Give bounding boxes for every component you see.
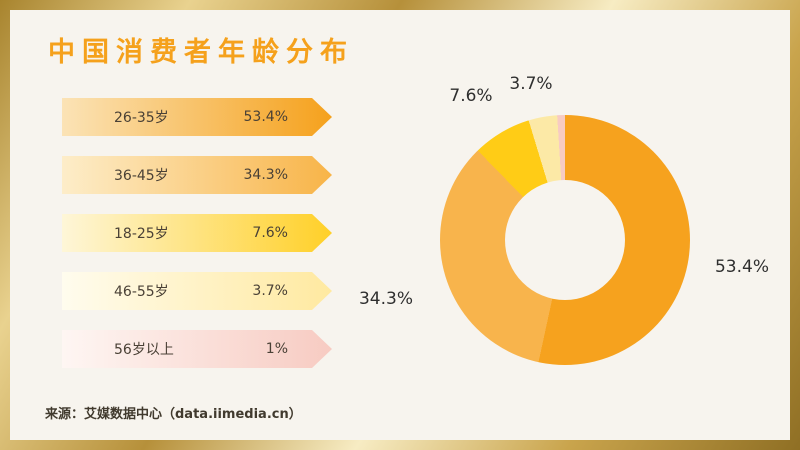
legend: 26-35岁 53.4% 36-45岁 34.3% 18-25岁 7.6% 46… [62,98,332,388]
page-title: 中国消费者年龄分布 [48,37,354,68]
legend-percent-value: 7.6% [252,225,288,241]
donut-label-26-35: 53.4% [714,257,770,277]
legend-age-label: 26-35岁 [114,110,169,126]
legend-row: 56岁以上 1% [62,330,332,368]
legend-percent-value: 34.3% [243,167,288,183]
donut-label-46-55: 3.7% [509,74,553,94]
donut-label-18-25: 7.6% [449,86,493,106]
legend-percent-value: 3.7% [252,283,288,299]
legend-row: 18-25岁 7.6% [62,214,332,252]
legend-age-label: 56岁以上 [114,342,174,358]
legend-row: 36-45岁 34.3% [62,156,332,194]
infographic-panel: 中国消费者年龄分布 26-35岁 53.4% 36-45岁 34.3% 18-2… [10,10,790,440]
legend-age-label: 46-55岁 [114,284,169,300]
legend-age-label: 36-45岁 [114,168,169,184]
donut-hole [505,180,625,300]
legend-percent-value: 53.4% [243,109,288,125]
donut-chart-area: 53.4% 34.3% 7.6% 3.7% [340,60,780,400]
legend-percent-value: 1% [265,341,288,357]
legend-age-label: 18-25岁 [114,226,169,242]
donut-chart [440,115,690,365]
donut-label-36-45: 34.3% [358,289,414,309]
source-text: 来源：艾媒数据中心（data.iimedia.cn） [45,407,302,422]
legend-row: 26-35岁 53.4% [62,98,332,136]
legend-row: 46-55岁 3.7% [62,272,332,310]
